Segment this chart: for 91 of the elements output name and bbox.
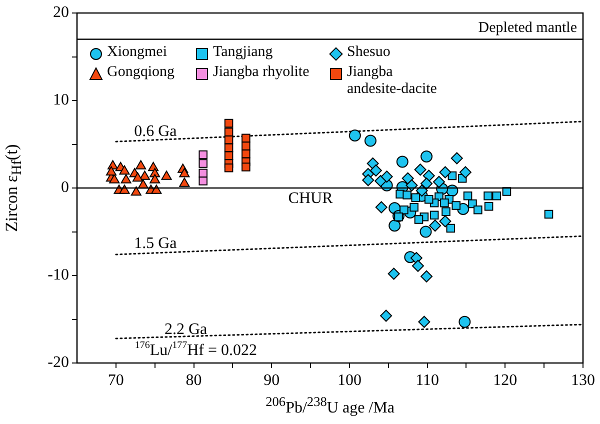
- point: [439, 166, 452, 178]
- legend-label: Xiongmei: [107, 44, 167, 61]
- point: [420, 150, 433, 162]
- point: [139, 170, 150, 180]
- point: [439, 215, 452, 228]
- point: [151, 184, 162, 194]
- point: [420, 270, 433, 282]
- x-tick-label: 70: [108, 372, 124, 389]
- point: [412, 260, 424, 272]
- point: [429, 220, 442, 232]
- point: [150, 174, 160, 184]
- point: [348, 130, 361, 142]
- ref-line-label: CHUR: [288, 190, 334, 208]
- point: [242, 162, 250, 172]
- point: [484, 202, 494, 211]
- point: [442, 207, 450, 216]
- point: [198, 159, 208, 168]
- point: [484, 191, 492, 200]
- point: [242, 149, 250, 158]
- x-tick-label: 120: [493, 372, 518, 389]
- x-tick-label: 80: [186, 372, 202, 389]
- annotation: 2.2 Ga: [164, 320, 208, 338]
- point: [410, 202, 418, 212]
- point: [198, 150, 208, 160]
- point: [130, 186, 142, 196]
- point: [370, 164, 382, 176]
- point: [440, 198, 449, 208]
- point: [446, 224, 456, 233]
- point: [410, 252, 422, 264]
- point: [414, 164, 426, 176]
- point: [364, 134, 376, 147]
- point: [406, 179, 418, 192]
- point: [400, 205, 408, 214]
- point: [132, 172, 143, 182]
- x-tick-label: 110: [416, 372, 440, 389]
- y-tick-label: -10: [48, 266, 69, 284]
- point: [375, 201, 388, 214]
- legend-label: Tangjiang: [213, 44, 273, 61]
- point: [380, 170, 393, 183]
- point: [420, 226, 432, 238]
- point: [242, 142, 250, 150]
- point: [179, 168, 190, 178]
- point: [242, 134, 250, 143]
- legend-label: Gongqiong: [107, 64, 174, 81]
- point: [430, 210, 439, 220]
- legend-label: Jiangba andesite-dacite: [347, 64, 438, 98]
- x-tick-label: 130: [571, 372, 595, 389]
- point: [380, 310, 392, 322]
- point: [120, 174, 132, 184]
- point: [459, 166, 472, 178]
- point: [474, 205, 482, 214]
- point: [492, 191, 501, 200]
- y-tick-label: 0: [61, 179, 69, 196]
- point: [106, 166, 117, 176]
- x-tick-label: 100: [337, 372, 362, 389]
- point: [224, 163, 234, 172]
- y-tick-label: 10: [53, 92, 69, 109]
- x-axis-title: $^{206}$Pb/$^{238}$U age /Ma: [264, 394, 396, 418]
- point: [463, 191, 472, 200]
- point: [198, 176, 208, 186]
- point: [179, 178, 190, 187]
- point: [418, 316, 430, 328]
- point: [458, 316, 471, 328]
- point: [388, 268, 400, 280]
- point: [136, 160, 146, 170]
- point: [411, 193, 420, 202]
- annotation: 1.5 Ga: [134, 235, 177, 252]
- point: [161, 170, 172, 180]
- point: [420, 178, 433, 190]
- point: [224, 118, 234, 128]
- legend-label: Jiangba rhyolite: [213, 64, 310, 81]
- point: [198, 168, 208, 178]
- point: [109, 174, 120, 184]
- point: [424, 194, 434, 204]
- point: [450, 152, 463, 164]
- point: [432, 176, 445, 188]
- point: [119, 165, 130, 175]
- point: [362, 174, 374, 186]
- point: [396, 156, 408, 168]
- point: [119, 184, 130, 194]
- point: [452, 201, 460, 210]
- legend-label: Shesuo: [347, 44, 390, 61]
- point: [388, 220, 401, 232]
- annotation: 0.6 Ga: [134, 123, 177, 140]
- y-tick-label: -20: [48, 354, 69, 372]
- point: [544, 210, 554, 219]
- y-tick-label: 20: [53, 4, 69, 22]
- point: [414, 215, 424, 224]
- x-tick-label: 90: [264, 372, 280, 389]
- ref-line-label: Depleted mantle: [478, 20, 578, 36]
- point: [402, 190, 412, 200]
